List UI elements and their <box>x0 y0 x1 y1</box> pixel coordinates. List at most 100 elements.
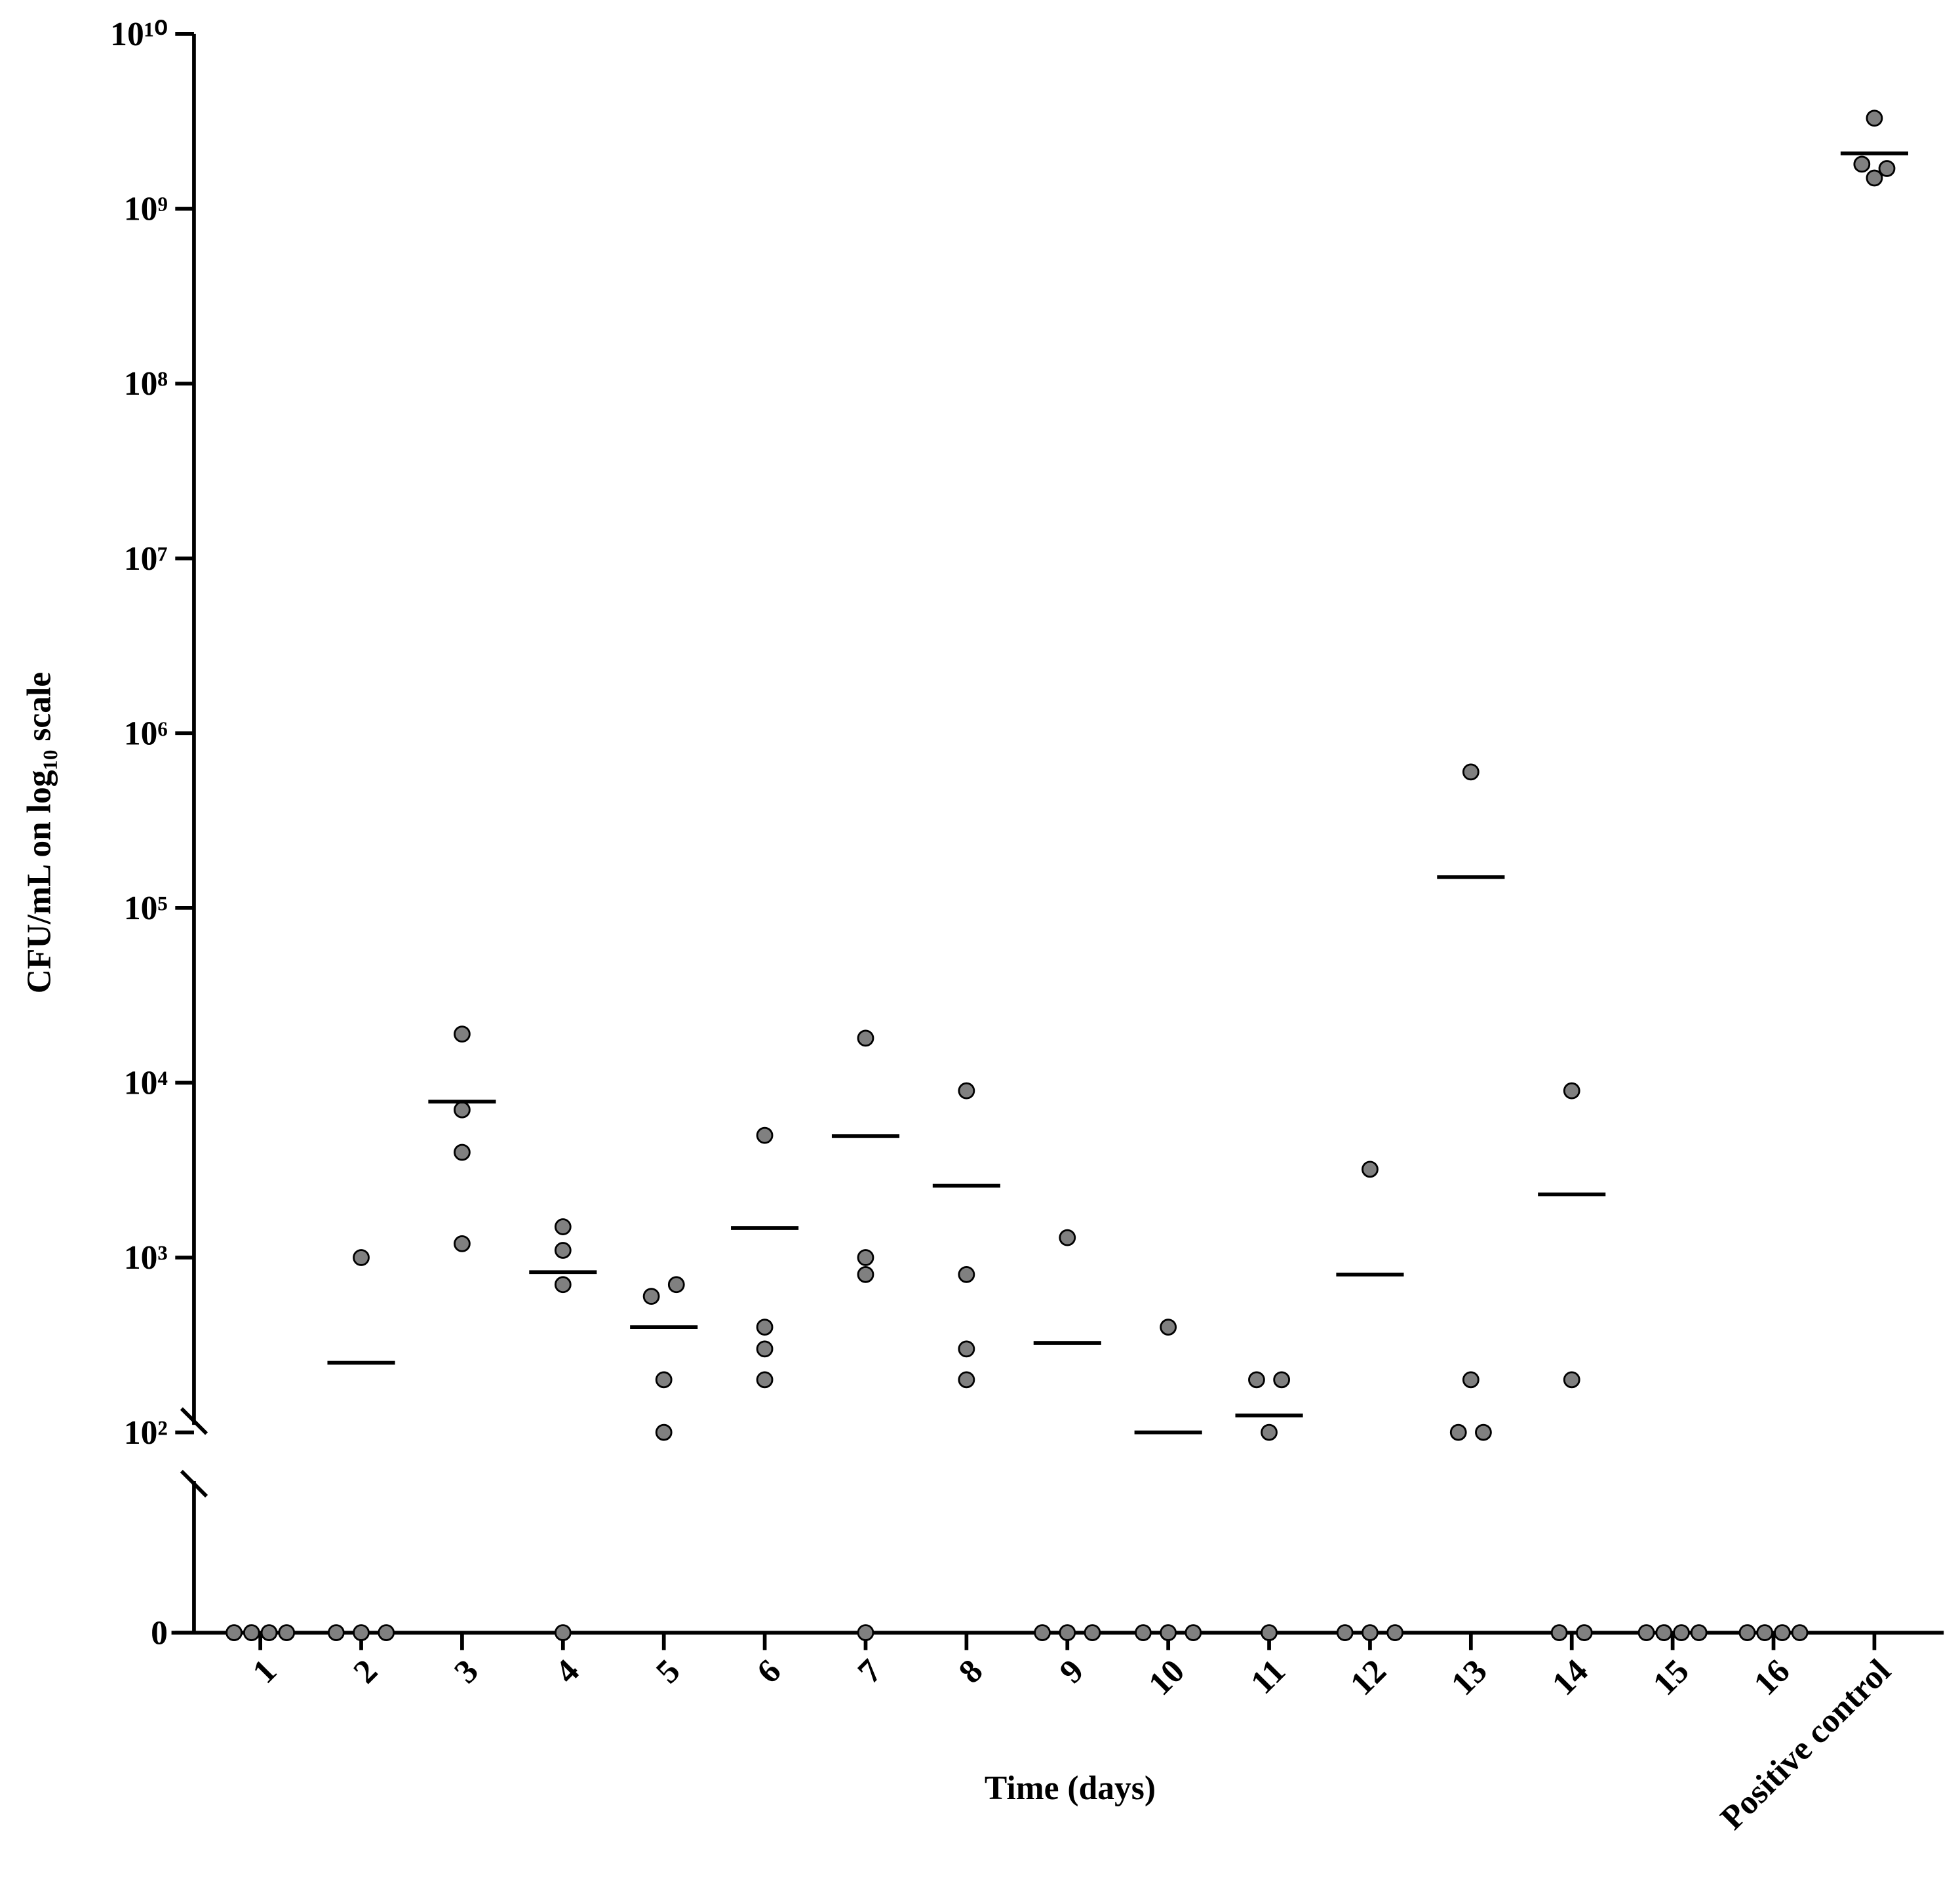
data-point <box>1449 1423 1467 1441</box>
x-tick-label: 10 <box>1141 1652 1192 1703</box>
data-point <box>1475 1423 1492 1441</box>
data-point <box>353 1624 370 1641</box>
x-tick-label: 16 <box>1747 1652 1797 1703</box>
x-tick-label: 13 <box>1444 1652 1495 1703</box>
data-point <box>667 1276 685 1294</box>
x-axis-title: Time (days) <box>985 1770 1156 1807</box>
data-point <box>642 1288 660 1305</box>
data-point <box>1386 1624 1404 1641</box>
data-point <box>857 1624 874 1641</box>
data-point <box>958 1265 975 1283</box>
y-tick-label: 0 <box>151 1614 168 1652</box>
data-point <box>327 1624 345 1641</box>
y-tick-label: 10¹⁰ <box>110 16 168 53</box>
data-point <box>1673 1624 1690 1641</box>
data-point <box>278 1624 296 1641</box>
data-point <box>1462 1371 1480 1389</box>
x-tick-label: 15 <box>1646 1652 1696 1703</box>
data-point <box>1690 1624 1708 1641</box>
data-point <box>958 1340 975 1358</box>
data-point <box>1550 1624 1568 1641</box>
data-point <box>1059 1229 1076 1246</box>
data-point <box>1773 1624 1791 1641</box>
y-tick-label: 10⁵ <box>124 890 168 927</box>
data-point <box>1655 1624 1673 1641</box>
data-point <box>454 1143 471 1161</box>
data-point <box>1563 1082 1580 1100</box>
data-point <box>1336 1624 1354 1641</box>
y-tick-label: 10⁴ <box>124 1065 168 1102</box>
data-point <box>958 1082 975 1100</box>
y-tick-label: 10⁹ <box>124 191 168 228</box>
data-point <box>1756 1624 1774 1641</box>
data-point <box>1462 763 1480 781</box>
x-tick-label: 8 <box>952 1652 990 1691</box>
data-point <box>554 1218 572 1235</box>
data-point <box>1135 1624 1152 1641</box>
x-tick-label: 2 <box>346 1652 385 1691</box>
x-tick-label: 3 <box>447 1652 486 1691</box>
x-tick-label: 7 <box>851 1652 890 1691</box>
data-point <box>857 1029 874 1047</box>
data-point <box>1563 1371 1580 1389</box>
data-point <box>1866 109 1883 127</box>
data-point <box>554 1242 572 1259</box>
x-tick-label: Positive control <box>1714 1652 1898 1837</box>
data-point <box>1160 1319 1177 1336</box>
data-point <box>243 1624 260 1641</box>
data-point <box>454 1101 471 1119</box>
x-tick-label: 6 <box>750 1652 789 1691</box>
x-tick-label: 5 <box>649 1652 688 1691</box>
data-point <box>756 1319 774 1336</box>
data-point <box>1185 1624 1202 1641</box>
data-point <box>857 1265 874 1283</box>
data-point <box>454 1235 471 1252</box>
axis-break <box>180 1469 208 1498</box>
data-point <box>756 1340 774 1358</box>
x-tick-label: 11 <box>1244 1652 1293 1701</box>
data-point <box>1362 1161 1379 1178</box>
y-axis-title: CFU/mL on log₁₀ scale <box>20 672 58 994</box>
data-point <box>1853 155 1871 173</box>
data-point <box>1738 1624 1756 1641</box>
y-tick-label: 10⁸ <box>124 365 168 403</box>
data-point <box>1084 1624 1101 1641</box>
data-point <box>1637 1624 1655 1641</box>
data-point <box>1034 1624 1051 1641</box>
x-tick-label: 12 <box>1343 1652 1394 1703</box>
y-tick-label: 10³ <box>124 1239 168 1277</box>
data-point <box>1362 1624 1379 1641</box>
data-point <box>1791 1624 1809 1641</box>
axis-break <box>180 1407 208 1435</box>
data-point <box>857 1249 874 1266</box>
y-tick-label: 10² <box>124 1414 168 1452</box>
data-point <box>554 1276 572 1294</box>
data-point <box>1273 1371 1291 1389</box>
y-tick-label: 10⁷ <box>124 540 168 578</box>
data-point <box>1248 1371 1265 1389</box>
x-tick-label: 4 <box>548 1652 587 1691</box>
x-tick-label: 14 <box>1545 1652 1596 1703</box>
data-point <box>756 1371 774 1389</box>
data-point <box>554 1624 572 1641</box>
data-point <box>655 1423 673 1441</box>
data-point <box>1261 1624 1278 1641</box>
data-point <box>1261 1423 1278 1441</box>
data-point <box>225 1624 243 1641</box>
data-point <box>1866 169 1883 187</box>
data-point <box>756 1126 774 1144</box>
data-point <box>1575 1624 1593 1641</box>
x-tick-label: 9 <box>1053 1652 1091 1691</box>
data-point <box>454 1025 471 1043</box>
data-point <box>378 1624 395 1641</box>
data-point <box>260 1624 278 1641</box>
data-point <box>655 1371 673 1389</box>
data-point <box>1059 1624 1076 1641</box>
data-point <box>1878 160 1896 177</box>
y-tick-label: 10⁶ <box>124 715 168 752</box>
x-tick-label: 1 <box>246 1652 284 1691</box>
data-point <box>1160 1624 1177 1641</box>
data-point <box>353 1249 370 1266</box>
